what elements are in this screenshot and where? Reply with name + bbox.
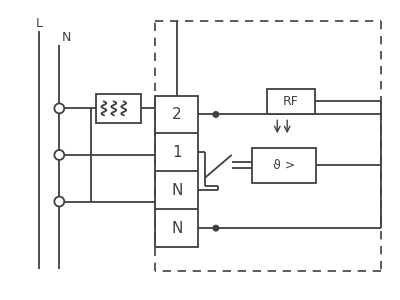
Circle shape: [212, 111, 219, 118]
Text: L: L: [36, 17, 43, 30]
Text: N: N: [171, 183, 182, 198]
Text: N: N: [171, 220, 182, 236]
Text: 1: 1: [172, 145, 182, 160]
Circle shape: [212, 225, 219, 232]
Circle shape: [54, 150, 64, 160]
Bar: [96, 94, 140, 123]
Text: ϑ >: ϑ >: [272, 159, 295, 172]
Text: 2: 2: [172, 107, 182, 122]
Circle shape: [54, 196, 64, 206]
Bar: [252, 148, 316, 183]
Text: N: N: [61, 31, 71, 44]
Bar: [267, 88, 315, 114]
Circle shape: [54, 103, 64, 113]
Bar: [156, 95, 198, 247]
Text: RF: RF: [283, 95, 299, 108]
